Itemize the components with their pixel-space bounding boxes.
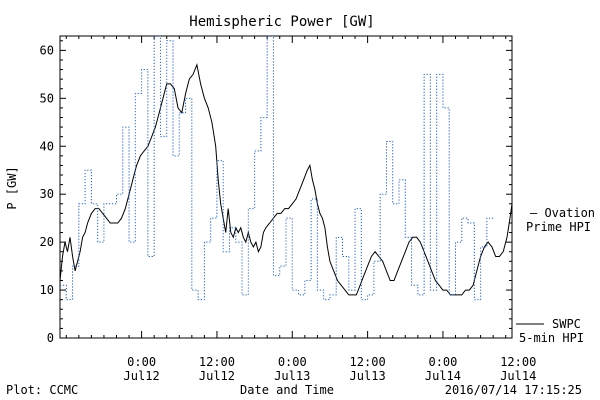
plot-credit: Plot: CCMC <box>6 383 78 397</box>
x-tick-time-label: 12:00 <box>500 355 536 369</box>
x-axis-label: Date and Time <box>240 383 334 397</box>
plot-area: 01020304050600:00Jul1212:00Jul120:00Jul1… <box>40 35 595 383</box>
x-tick-time-label: 0:00 <box>127 355 156 369</box>
x-tick-date-label: Jul13 <box>350 369 386 383</box>
legend-swpc-label-line1: SWPC <box>552 317 581 331</box>
x-tick-time-label: 12:00 <box>350 355 386 369</box>
y-tick-label: 40 <box>40 139 54 153</box>
x-tick-date-label: Jul12 <box>199 369 235 383</box>
x-tick-date-label: Jul13 <box>274 369 310 383</box>
y-tick-label: 0 <box>47 331 54 345</box>
legend-ovation-label-line1: – Ovation <box>530 206 595 220</box>
y-tick-label: 10 <box>40 283 54 297</box>
y-axis-label: P [GW] <box>5 166 19 209</box>
y-tick-label: 60 <box>40 43 54 57</box>
legend-swpc-label-line2: 5-min HPI <box>519 331 584 345</box>
y-tick-label: 30 <box>40 187 54 201</box>
chart-title: Hemispheric Power [GW] <box>189 14 374 30</box>
x-tick-time-label: 12:00 <box>199 355 235 369</box>
x-tick-time-label: 0:00 <box>428 355 457 369</box>
legend-ovation-label-line2: Prime HPI <box>526 220 591 234</box>
x-tick-date-label: Jul14 <box>425 369 461 383</box>
y-tick-label: 50 <box>40 91 54 105</box>
series-swpc-hpi-line <box>60 63 512 296</box>
series-ovation-prime-line <box>60 36 494 301</box>
timestamp: 2016/07/14 17:15:25 <box>445 383 582 397</box>
x-tick-time-label: 0:00 <box>278 355 307 369</box>
plot-frame <box>59 35 513 339</box>
y-tick-label: 20 <box>40 235 54 249</box>
x-tick-date-label: Jul14 <box>500 369 536 383</box>
x-tick-date-label: Jul12 <box>124 369 160 383</box>
